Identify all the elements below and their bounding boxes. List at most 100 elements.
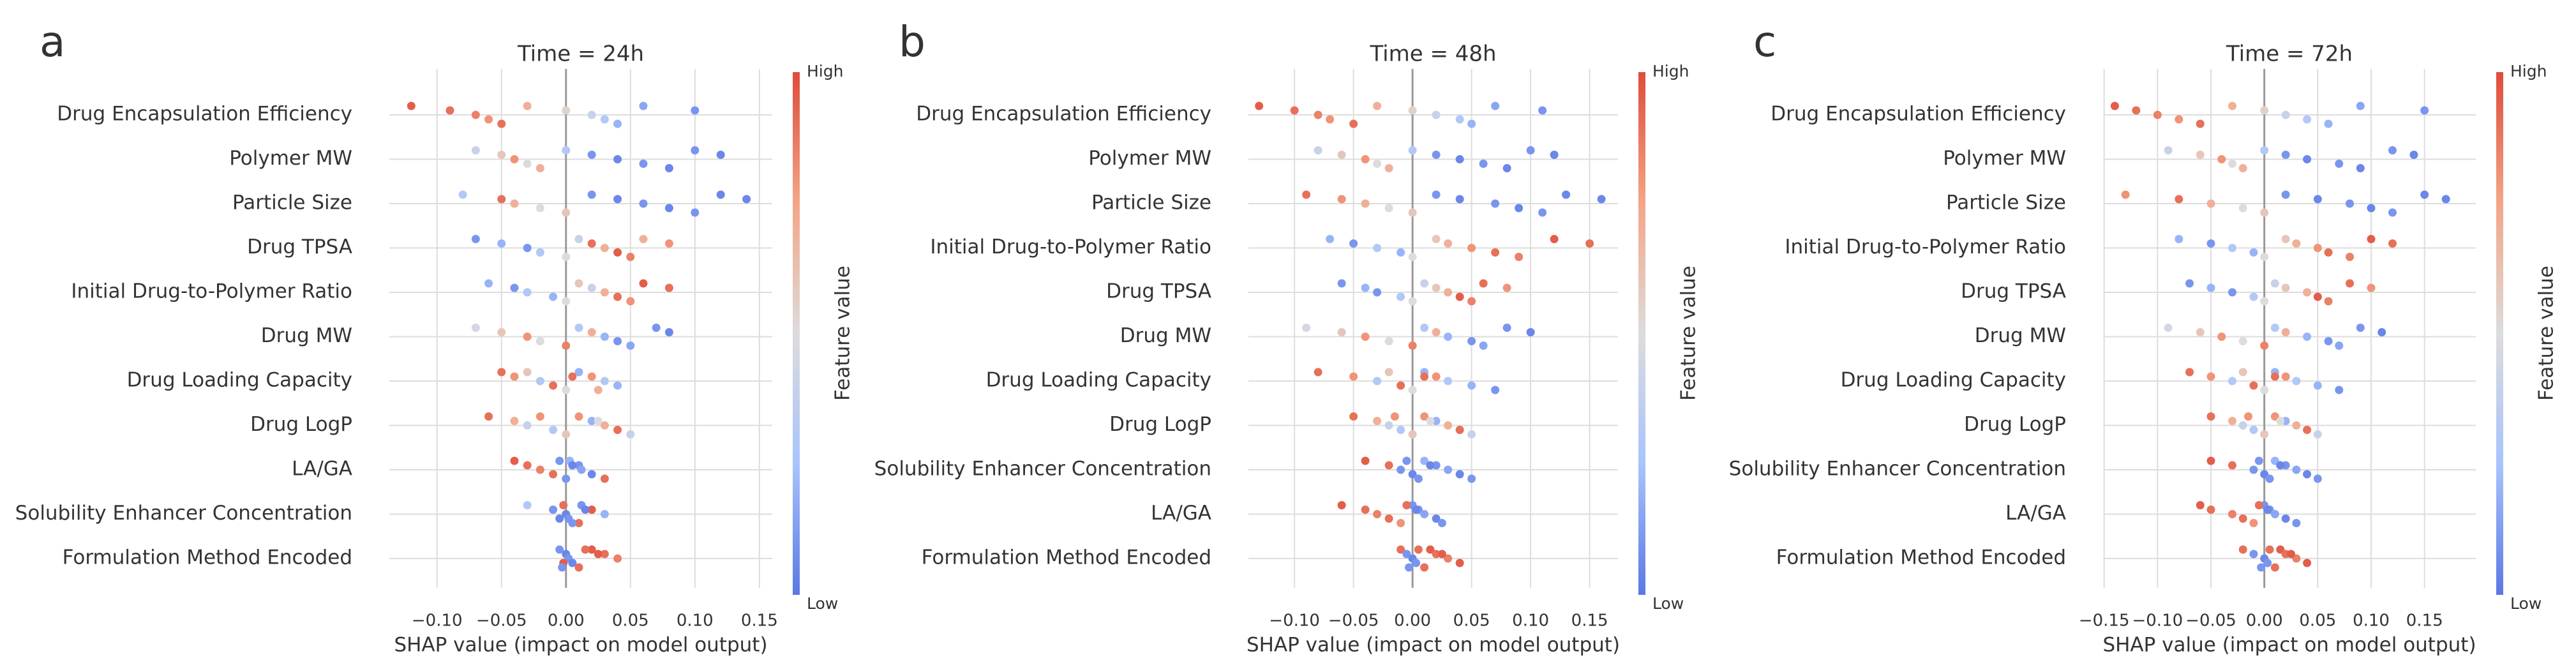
shap-point <box>1397 519 1405 527</box>
shap-point <box>549 381 558 390</box>
shap-point <box>2175 115 2183 124</box>
shap-point <box>535 248 544 257</box>
shap-point <box>2313 474 2322 483</box>
shap-point <box>2388 208 2397 217</box>
shap-point <box>1408 386 1417 394</box>
shap-point <box>574 368 583 377</box>
shap-point <box>1420 412 1429 421</box>
shap-point <box>568 372 577 381</box>
shap-point <box>2367 235 2376 243</box>
shap-point <box>1412 558 1421 567</box>
shap-point <box>691 106 700 115</box>
shap-point <box>2121 190 2130 199</box>
feature-label: Drug Loading Capacity <box>1841 369 2066 392</box>
shap-point <box>1408 106 1417 115</box>
panel-title: Time = 24h <box>517 41 644 67</box>
shap-point <box>535 377 544 386</box>
shap-point <box>562 297 571 306</box>
shap-point <box>2281 372 2290 381</box>
shap-point <box>613 426 622 434</box>
shap-point <box>577 465 586 474</box>
shap-point <box>587 372 596 381</box>
x-tick-label: 0.05 <box>2299 611 2336 631</box>
shap-point <box>1397 292 1405 301</box>
shap-point <box>2196 328 2205 336</box>
feature-label: LA/GA <box>2005 502 2066 525</box>
shap-point <box>1426 461 1435 470</box>
shap-point <box>1444 554 1453 563</box>
feature-label: Drug TPSA <box>1961 280 2066 303</box>
feature-label: Particle Size <box>232 191 352 214</box>
shap-point <box>587 506 596 514</box>
shap-point <box>2217 333 2226 341</box>
shap-point <box>1444 333 1453 341</box>
shap-point <box>716 190 725 199</box>
shap-point <box>523 160 532 168</box>
shap-point <box>2276 461 2285 470</box>
shap-point <box>568 519 577 527</box>
shap-point <box>2132 106 2141 115</box>
x-tick-label: 0.05 <box>1453 611 1490 631</box>
shap-point <box>664 164 673 172</box>
shap-point <box>2281 151 2290 159</box>
shap-point <box>1444 421 1453 430</box>
shap-point <box>562 341 571 350</box>
shap-point <box>600 115 609 124</box>
shap-point <box>581 545 590 554</box>
shap-point <box>1361 333 1370 341</box>
shap-point <box>549 426 558 434</box>
shap-point <box>664 239 673 248</box>
shap-point <box>2249 248 2258 257</box>
shap-point <box>2281 514 2290 523</box>
shap-point <box>1467 474 1476 483</box>
colorbar-low: Low <box>807 594 838 613</box>
shap-point <box>1337 501 1346 509</box>
shap-point <box>2185 279 2194 288</box>
shap-point <box>458 190 467 199</box>
shap-point <box>471 146 480 154</box>
shap-point <box>1432 372 1441 381</box>
shap-point <box>1479 279 1488 288</box>
shap-point <box>1397 545 1405 554</box>
shap-point <box>2367 283 2376 292</box>
shap-point <box>1467 337 1476 345</box>
shap-point <box>2238 368 2247 377</box>
shap-point <box>626 297 635 306</box>
shap-point <box>2335 386 2344 394</box>
shap-point <box>562 208 571 217</box>
shap-point <box>1349 412 1358 421</box>
shap-point <box>2313 292 2322 301</box>
shap-point <box>600 421 609 430</box>
colorbar-low: Low <box>1652 594 1684 613</box>
x-tick-label: 0.10 <box>2353 611 2390 631</box>
shap-point <box>1444 239 1453 248</box>
shap-point <box>1390 412 1399 421</box>
shap-point <box>1414 474 1423 483</box>
shap-point <box>574 412 583 421</box>
feature-label: Particle Size <box>1091 191 1211 214</box>
shap-point <box>587 110 596 119</box>
shap-point <box>1420 372 1429 381</box>
feature-label: Polymer MW <box>1943 147 2066 170</box>
shap-point <box>497 239 506 248</box>
shap-point <box>2254 456 2263 465</box>
shap-point <box>1437 519 1446 527</box>
shap-point <box>497 195 506 204</box>
shap-point <box>639 160 648 168</box>
shap-point <box>2228 510 2236 518</box>
shap-point <box>2388 146 2397 154</box>
shap-point <box>1502 283 1511 292</box>
shap-point <box>523 333 532 341</box>
shap-point <box>523 368 532 377</box>
shap-point <box>510 199 519 208</box>
shap-point <box>555 456 564 465</box>
shap-point <box>1326 235 1335 243</box>
shap-point <box>562 474 571 483</box>
shap-point <box>1444 465 1453 474</box>
shap-point <box>1361 506 1370 514</box>
shap-point <box>1397 426 1405 434</box>
feature-label: LA/GA <box>1151 502 1211 525</box>
shap-point <box>716 151 725 159</box>
shap-point <box>2206 372 2215 381</box>
x-tick-label: 0.10 <box>677 611 714 631</box>
